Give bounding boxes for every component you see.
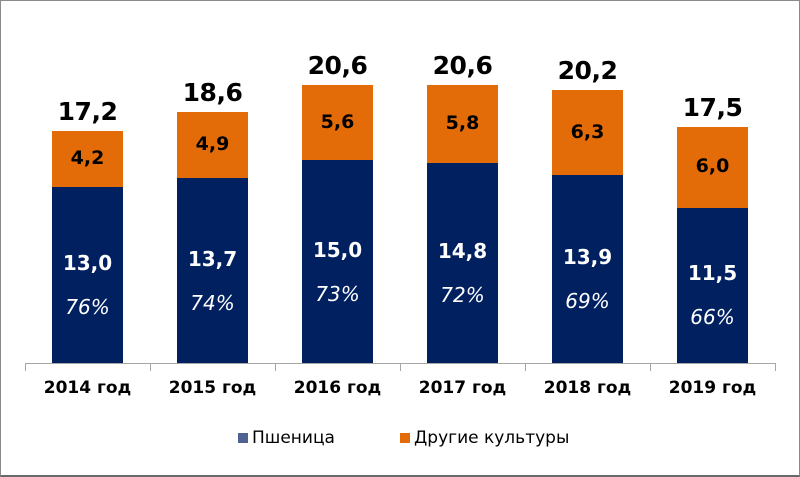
total-label: 18,6 [182, 77, 243, 107]
bar-segment-other-crops: 4,9 [177, 111, 248, 179]
wheat-share-label: 69% [565, 289, 610, 314]
value-label-wheat: 15,0 [312, 237, 363, 262]
legend-label-other-crops: Другие культуры [414, 428, 570, 448]
x-axis-category-label: 2014 год [43, 378, 132, 398]
value-label-other-crops: 4,2 [70, 147, 105, 170]
x-axis-category-label: 2019 год [668, 378, 757, 398]
bar-segment-wheat: 14,8 72% [427, 163, 498, 363]
total-label: 17,2 [57, 96, 118, 126]
chart-legend: Пшеница Другие культуры [0, 428, 800, 452]
bar-segment-other-crops: 5,6 [302, 84, 373, 161]
total-label: 20,6 [307, 50, 368, 80]
bar-segment-wheat: 13,0 76% [52, 187, 123, 363]
wheat-share-label: 76% [65, 295, 110, 320]
value-label-other-crops: 6,3 [570, 120, 605, 143]
x-axis-tick [275, 363, 276, 371]
bar-segment-wheat: 13,9 69% [552, 175, 623, 363]
bar-segment-wheat: 13,7 74% [177, 178, 248, 363]
x-axis-tick [150, 363, 151, 371]
x-axis-tick [400, 363, 401, 371]
bar-segment-other-crops: 5,8 [427, 84, 498, 164]
wheat-share-label: 73% [315, 281, 360, 306]
bar-2016: 5,6 15,0 73% [302, 84, 373, 363]
x-axis-tick [775, 363, 776, 371]
bar-2019: 6,0 11,5 66% [677, 126, 748, 363]
total-label: 17,5 [682, 92, 743, 122]
value-label-other-crops: 5,6 [320, 110, 355, 133]
bar-2018: 6,3 13,9 69% [552, 90, 623, 363]
bar-segment-other-crops: 4,2 [52, 130, 123, 188]
value-label-other-crops: 4,9 [195, 132, 230, 155]
wheat-share-label: 74% [190, 290, 235, 315]
x-axis-category-label: 2016 год [293, 378, 382, 398]
x-axis-tick [25, 363, 26, 371]
value-label-other-crops: 5,8 [445, 112, 480, 135]
total-label: 20,2 [557, 56, 618, 86]
bar-2017: 5,8 14,8 72% [427, 84, 498, 363]
wheat-share-label: 72% [440, 283, 485, 308]
x-axis-tick [650, 363, 651, 371]
legend-swatch-wheat [238, 433, 248, 443]
wheat-share-label: 66% [690, 305, 735, 330]
x-axis-category-label: 2018 год [543, 378, 632, 398]
bar-segment-wheat: 15,0 73% [302, 160, 373, 363]
legend-item-wheat: Пшеница [238, 428, 335, 448]
bar-segment-other-crops: 6,3 [552, 90, 623, 176]
value-label-wheat: 13,7 [187, 246, 238, 271]
legend-item-other-crops: Другие культуры [400, 428, 569, 448]
x-axis-category-label: 2015 год [168, 378, 257, 398]
bar-2014: 4,2 13,0 76% [52, 130, 123, 363]
value-label-wheat: 11,5 [687, 261, 738, 286]
value-label-wheat: 13,9 [562, 245, 613, 270]
x-axis-category-label: 2017 год [418, 378, 507, 398]
bar-2015: 4,9 13,7 74% [177, 111, 248, 363]
legend-label-wheat: Пшеница [252, 428, 335, 448]
total-label: 20,6 [432, 50, 493, 80]
value-label-other-crops: 6,0 [695, 155, 730, 178]
value-label-wheat: 13,0 [62, 251, 113, 276]
x-axis-tick [525, 363, 526, 371]
bar-segment-other-crops: 6,0 [677, 126, 748, 208]
bar-segment-wheat: 11,5 66% [677, 207, 748, 363]
legend-swatch-other-crops [400, 433, 410, 443]
value-label-wheat: 14,8 [437, 239, 488, 264]
